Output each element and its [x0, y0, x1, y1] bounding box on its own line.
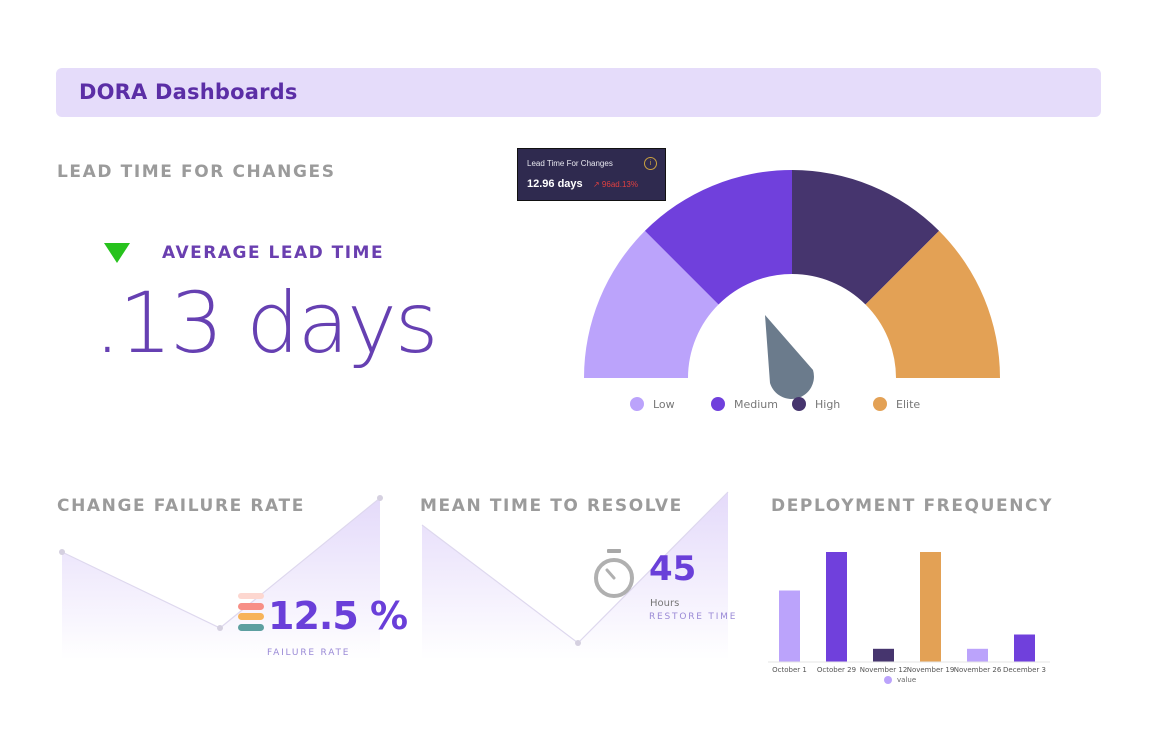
x-tick-label: October 29	[816, 666, 857, 674]
legend-item-elite[interactable]: Elite	[873, 397, 920, 411]
gauge-segment-low[interactable]	[584, 230, 719, 378]
stopwatch-icon	[594, 549, 634, 598]
legend-item-high[interactable]: High	[792, 397, 840, 411]
restore-time-area	[422, 492, 728, 660]
deployment-bar[interactable]	[873, 648, 894, 662]
tooltip-value: 12.96 days	[527, 178, 583, 190]
x-tick-label: November 26	[953, 666, 1002, 674]
tooltip-change: ↗ 96ad.13%	[593, 180, 638, 189]
restore-time-point	[575, 640, 581, 646]
failure-rate-caption: FAILURE RATE	[267, 648, 351, 658]
legend-label: High	[815, 397, 841, 411]
restore-time-unit: Hours	[650, 598, 680, 609]
failure-rate-area	[62, 498, 380, 660]
gauge-segment-elite[interactable]	[865, 230, 1001, 378]
deployment-legend-dot	[884, 676, 892, 684]
average-lead-time-label: AVERAGE LEAD TIME	[162, 243, 385, 263]
deployment-bar[interactable]	[779, 590, 800, 663]
gauge-needle	[765, 315, 814, 399]
failure-rate-point	[377, 495, 383, 501]
page-title: DORA Dashboards	[79, 80, 298, 104]
x-tick-label: October 1	[772, 666, 807, 674]
average-lead-time-value: .13 days	[94, 274, 439, 372]
legend-dot-elite	[873, 397, 887, 411]
change-failure-section-title: CHANGE FAILURE RATE	[57, 496, 305, 516]
tooltip-title: Lead Time For Changes	[527, 159, 613, 168]
legend-item-medium[interactable]: Medium	[711, 397, 778, 411]
legend-label: Elite	[896, 397, 921, 411]
stacked-bars-icon	[238, 593, 264, 631]
deployment-bar[interactable]	[967, 648, 988, 662]
gauge-segment-high[interactable]	[792, 170, 940, 305]
mttr-section-title: MEAN TIME TO RESOLVE	[420, 496, 683, 516]
x-tick-label: December 3	[1003, 666, 1046, 674]
deployment-bars	[779, 552, 1035, 662]
restore-time-value: 45	[649, 549, 697, 589]
lead-time-section-title: LEAD TIME FOR CHANGES	[57, 162, 336, 182]
lead-time-tooltip: Lead Time For Changes i 12.96 days ↗ 96a…	[517, 148, 666, 201]
down-triangle-icon	[104, 243, 130, 263]
x-tick-label: November 12	[859, 666, 908, 674]
legend-dot-low	[630, 397, 644, 411]
x-tick-label: November 19	[906, 666, 955, 674]
deployment-bar[interactable]	[1014, 634, 1035, 663]
failure-rate-value: 12.5 %	[268, 594, 408, 638]
legend-dot-medium	[711, 397, 725, 411]
gauge-segment-medium[interactable]	[644, 170, 792, 305]
restore-time-caption: RESTORE TIME	[649, 612, 738, 622]
dashboard-header: DORA Dashboards	[56, 68, 1101, 117]
deployment-bar[interactable]	[826, 552, 847, 662]
deployment-bar[interactable]	[920, 552, 941, 662]
failure-rate-point	[217, 625, 223, 631]
deployment-section-title: DEPLOYMENT FREQUENCY	[771, 496, 1054, 516]
legend-dot-high	[792, 397, 806, 411]
info-icon[interactable]: i	[644, 157, 657, 170]
deployment-legend-label: value	[897, 676, 917, 684]
legend-label: Medium	[734, 397, 778, 411]
legend-label: Low	[653, 397, 675, 411]
legend-item-low[interactable]: Low	[630, 397, 675, 411]
failure-rate-point	[59, 549, 65, 555]
